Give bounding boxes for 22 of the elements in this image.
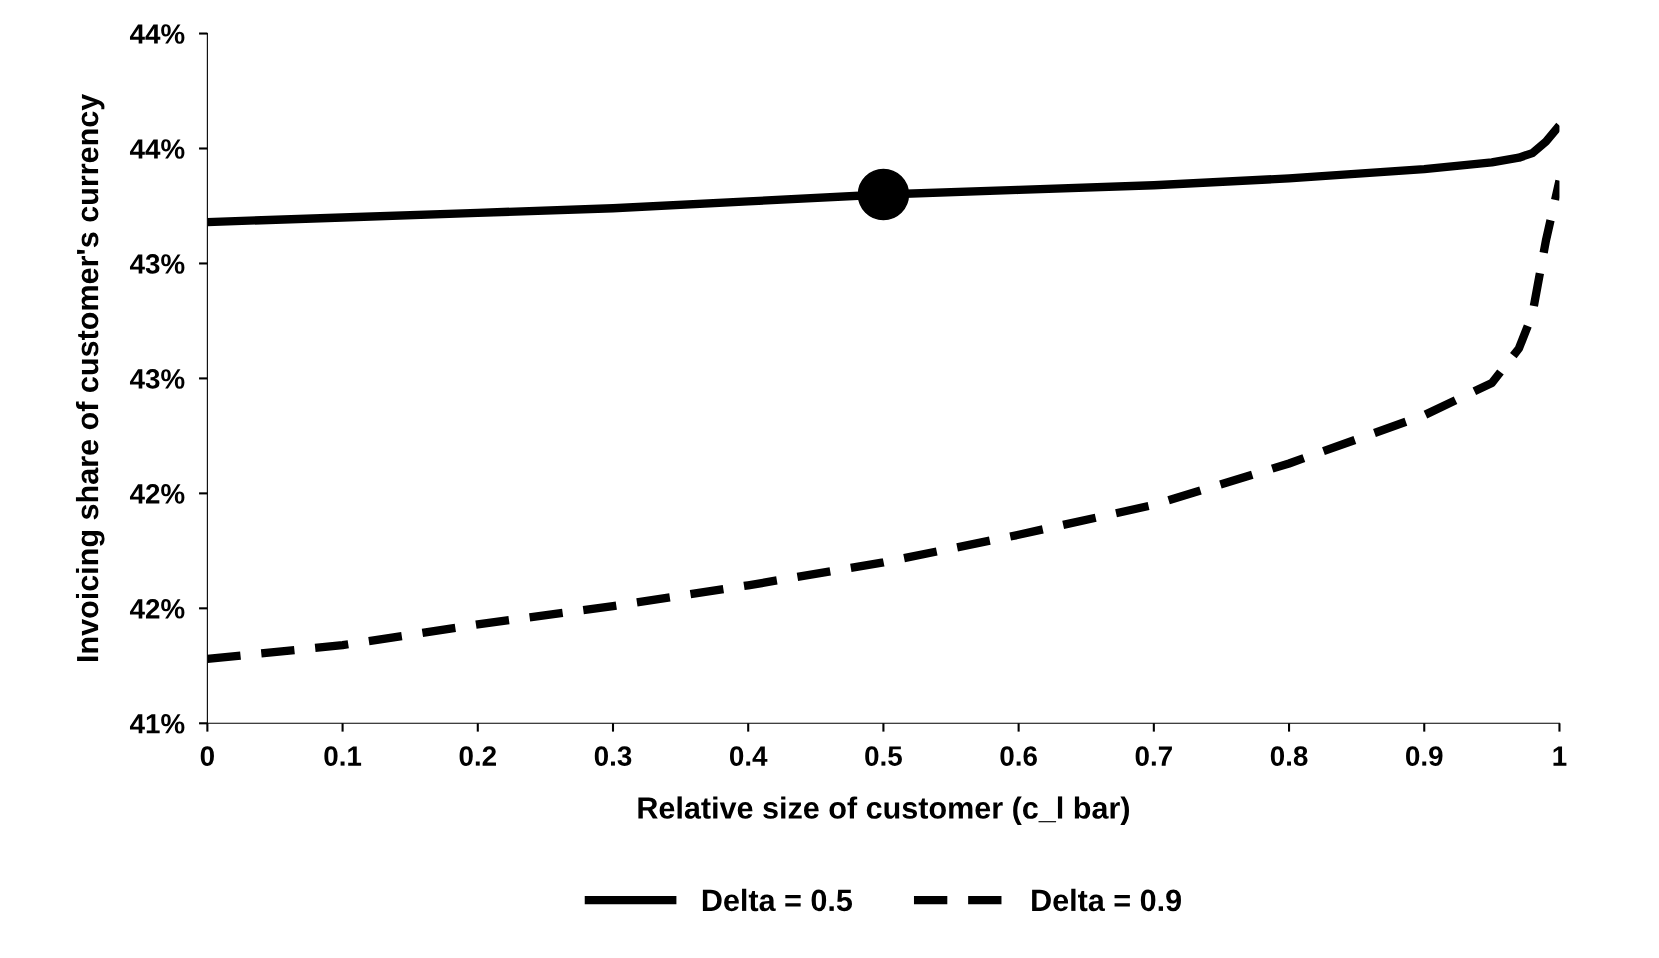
x-tick-label: 0: [200, 746, 214, 766]
legend-label: Delta = 0.9: [1032, 888, 1181, 912]
x-tick-label: 0.1: [324, 746, 362, 766]
x-tick-label: 1: [1553, 746, 1567, 766]
x-tick-label: 0.7: [1135, 746, 1172, 766]
x-axis-title: Relative size of customer (c_l bar): [638, 796, 1129, 825]
legend-label: Delta = 0.5: [702, 888, 853, 912]
y-tick-label: 42%: [129, 599, 185, 619]
y-tick-label: 43%: [129, 369, 185, 389]
x-tick-label: 0.2: [459, 746, 496, 766]
x-tick-label: 0.3: [594, 746, 632, 766]
y-tick-label: 41%: [129, 714, 185, 734]
y-tick-label: 44%: [129, 24, 185, 44]
y-tick-label: 43%: [129, 254, 185, 274]
x-tick-label: 0.9: [1406, 746, 1443, 766]
y-axis-title: Invoicing share of customer's currency: [75, 93, 105, 662]
x-tick-label: 0.5: [865, 746, 902, 766]
x-tick-label: 0.8: [1270, 746, 1308, 766]
y-tick-label: 44%: [129, 139, 185, 159]
x-tick-label: 0.6: [1000, 746, 1037, 766]
y-tick-label: 42%: [129, 484, 185, 504]
x-tick-label: 0.4: [730, 746, 768, 766]
